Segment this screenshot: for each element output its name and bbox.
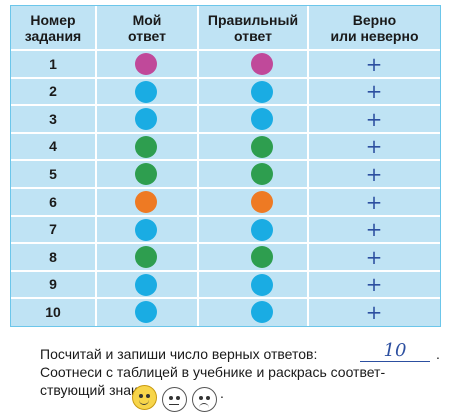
correct-mark[interactable]: + — [365, 134, 383, 159]
mouth — [139, 399, 149, 405]
correct-mark[interactable]: + — [365, 79, 383, 104]
eye — [169, 396, 173, 400]
correct-answer-circle — [251, 301, 273, 324]
my-answer-circle[interactable] — [135, 80, 157, 103]
task-number: 5 — [49, 165, 57, 182]
task-number: 7 — [49, 221, 57, 238]
table-row: 2 + — [11, 78, 440, 105]
instruction-count-text: Посчитай и запиши число верных ответов: — [40, 346, 318, 362]
mouth — [199, 403, 209, 409]
happy-face-icon[interactable] — [132, 385, 157, 410]
correct-answer-circle — [251, 163, 273, 186]
instruction-line-2: Соотнеси с таблицей в учебнике и раскрас… — [40, 364, 386, 380]
mouth — [169, 404, 179, 405]
table-row: 6 + — [11, 188, 440, 215]
correct-answer-circle — [251, 108, 273, 131]
my-answer-circle[interactable] — [135, 273, 157, 296]
correct-answer-circle — [251, 246, 273, 269]
correct-mark[interactable]: + — [365, 106, 383, 131]
row-divider — [11, 214, 440, 217]
instruction-line-3: ствующий знак: — [40, 382, 142, 398]
sad-face-icon[interactable] — [192, 387, 217, 412]
my-answer-circle[interactable] — [135, 246, 157, 269]
my-answer-circle[interactable] — [135, 163, 157, 186]
my-answer-circle[interactable] — [135, 301, 157, 324]
table-row: 9 + — [11, 271, 440, 298]
row-divider — [11, 131, 440, 134]
row-divider — [11, 297, 440, 300]
table-row: 5 + — [11, 160, 440, 187]
instruction-line-1: Посчитай и запиши число верных ответов: — [40, 345, 440, 363]
eye — [199, 396, 203, 400]
correct-answer-circle — [251, 80, 273, 103]
header-correct-answer: Правильный ответ — [207, 12, 299, 44]
correct-mark[interactable]: + — [365, 189, 383, 214]
neutral-face-icon[interactable] — [162, 387, 187, 412]
table-row: 7 + — [11, 216, 440, 243]
period: . — [436, 346, 440, 362]
task-number: 6 — [49, 193, 57, 210]
row-divider — [11, 187, 440, 189]
correct-mark[interactable]: + — [365, 161, 383, 186]
column-divider — [95, 6, 97, 326]
correct-answer-circle — [251, 191, 273, 213]
correct-mark[interactable]: + — [365, 272, 383, 297]
correct-answer-circle — [251, 53, 273, 75]
task-number: 2 — [49, 83, 57, 100]
eye — [206, 396, 210, 400]
row-divider — [11, 159, 440, 162]
correct-answer-circle — [251, 135, 273, 158]
correct-mark[interactable]: + — [365, 299, 383, 324]
table-row: 1 + — [11, 50, 440, 77]
task-number: 3 — [49, 110, 57, 127]
row-divider — [11, 242, 440, 245]
header-right-or-wrong: Верно или неверно — [330, 12, 419, 44]
correct-answer-circle — [251, 273, 273, 296]
answers-table: Номер задания Мой ответ Правильный ответ… — [10, 5, 441, 327]
eye — [139, 394, 143, 398]
my-answer-circle[interactable] — [135, 53, 157, 75]
row-divider — [11, 269, 440, 272]
column-divider — [307, 6, 309, 326]
table-row: 10 + — [11, 298, 440, 325]
correct-answer-circle — [251, 218, 273, 241]
header-my-answer: Мой ответ — [128, 12, 166, 44]
column-divider — [197, 6, 199, 326]
task-number: 8 — [49, 248, 57, 265]
answer-field[interactable]: 10 — [360, 342, 430, 362]
task-number: 1 — [49, 55, 57, 72]
table-header: Номер задания Мой ответ Правильный ответ… — [11, 6, 440, 50]
task-number: 4 — [49, 138, 57, 155]
row-divider — [11, 104, 440, 107]
task-number: 9 — [49, 276, 57, 293]
eye — [176, 396, 180, 400]
header-task-number: Номер задания — [24, 12, 82, 44]
my-answer-circle[interactable] — [135, 218, 157, 241]
table-row: 8 + — [11, 243, 440, 270]
my-answer-circle[interactable] — [135, 191, 157, 213]
table-row: 3 + — [11, 105, 440, 132]
my-answer-circle[interactable] — [135, 108, 157, 131]
my-answer-circle[interactable] — [135, 135, 157, 158]
task-number: 10 — [45, 303, 61, 320]
correct-mark[interactable]: + — [365, 51, 383, 76]
period: . — [220, 385, 224, 401]
correct-mark[interactable]: + — [365, 217, 383, 242]
row-divider — [11, 49, 440, 51]
row-divider — [11, 76, 440, 79]
table-row: 4 + — [11, 133, 440, 160]
eye — [146, 394, 150, 398]
correct-mark[interactable]: + — [365, 244, 383, 269]
